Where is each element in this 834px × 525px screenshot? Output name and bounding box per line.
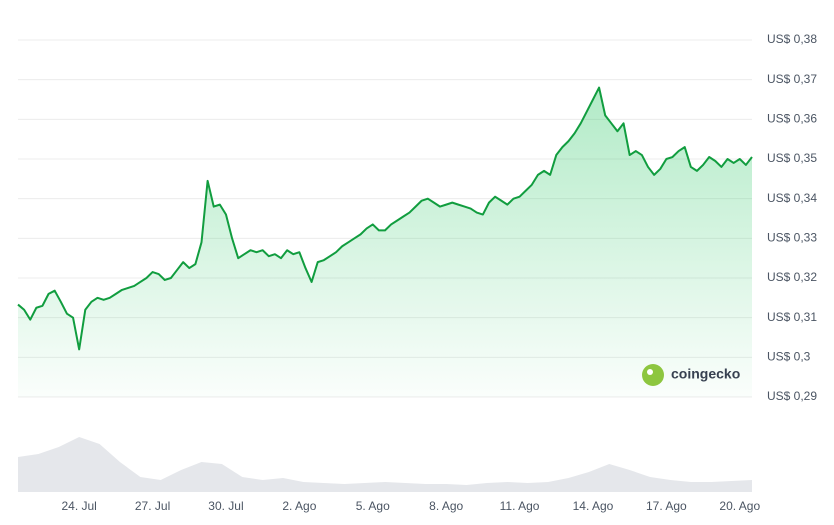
x-tick-label: 24. Jul bbox=[61, 499, 96, 513]
y-tick-label: US$ 0,35 bbox=[767, 151, 817, 165]
logo-eye bbox=[647, 369, 653, 375]
y-tick-label: US$ 0,33 bbox=[767, 231, 817, 245]
logo-icon bbox=[642, 364, 664, 386]
price-line bbox=[17, 86, 753, 351]
x-tick-label: 2. Ago bbox=[282, 499, 316, 513]
x-tick-label: 20. Ago bbox=[719, 499, 760, 513]
plot: 24. Jul 27. Jul 30. Jul 2. Ago 5. Ago 8. Ago 1… bbox=[17, 86, 760, 513]
logo: coingecko bbox=[642, 364, 740, 386]
price-area bbox=[18, 87, 752, 397]
x-tick-label: 17. Ago bbox=[646, 499, 687, 513]
y-tick-label: US$ 0,32 bbox=[767, 270, 817, 284]
x-tick-label: 30. Jul bbox=[208, 499, 243, 513]
y-tick-label: US$ 0,36 bbox=[767, 112, 817, 126]
x-tick-label: 11. Ago bbox=[500, 499, 540, 513]
x-tick-label: 14. Ago bbox=[573, 499, 614, 513]
y-tick-label: US$ 0,29 bbox=[767, 389, 817, 403]
y-tick-label: US$ 0,3 bbox=[767, 350, 811, 364]
x-tick-label: 8. Ago bbox=[429, 499, 463, 513]
watermark: coingecko bbox=[671, 366, 740, 382]
y-tick-label: US$ 0,34 bbox=[767, 191, 817, 205]
volume-area bbox=[18, 437, 752, 492]
y-tick-label: US$ 0,38 bbox=[767, 32, 817, 46]
x-tick-label: 5. Ago bbox=[356, 499, 390, 513]
y-tick-label: US$ 0,37 bbox=[767, 72, 817, 86]
x-tick-label: 27. Jul bbox=[135, 499, 170, 513]
y-tick-label: US$ 0,31 bbox=[767, 310, 817, 324]
